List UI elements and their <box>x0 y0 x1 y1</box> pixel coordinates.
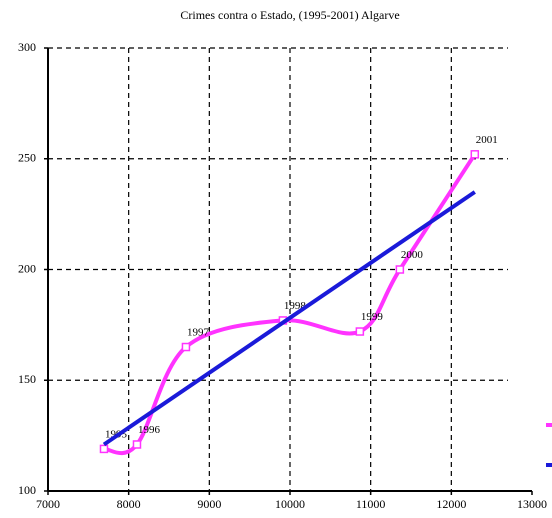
point-marker <box>355 327 365 336</box>
x-tick-label: 9000 <box>197 497 221 511</box>
point-marker <box>470 150 480 159</box>
y-tick-label: 200 <box>18 261 36 275</box>
x-tick-label: 8000 <box>117 497 141 511</box>
series-line <box>102 190 476 447</box>
y-tick-label: 250 <box>18 151 36 165</box>
point-label: 2001 <box>476 134 498 146</box>
chart-title: Crimes contra o Estado, (1995-2001) Alga… <box>180 8 399 22</box>
point-marker <box>99 444 109 454</box>
point-label: 1999 <box>361 311 384 323</box>
x-tick-label: 7000 <box>36 497 60 511</box>
y-tick-label: 300 <box>18 40 36 54</box>
point-label: 2000 <box>401 249 424 261</box>
point-marker <box>132 440 142 449</box>
x-tick-label: 10000 <box>275 497 305 511</box>
point-label: 1997 <box>187 327 210 339</box>
x-tick-label: 12000 <box>436 497 466 511</box>
y-tick-label: 150 <box>18 372 36 386</box>
x-tick-label: 13000 <box>517 497 547 511</box>
point-marker <box>395 265 405 274</box>
y-tick-label: 100 <box>18 483 36 497</box>
point-label: 1996 <box>138 424 161 436</box>
x-tick-label: 11000 <box>356 497 386 511</box>
point-marker <box>181 342 191 352</box>
